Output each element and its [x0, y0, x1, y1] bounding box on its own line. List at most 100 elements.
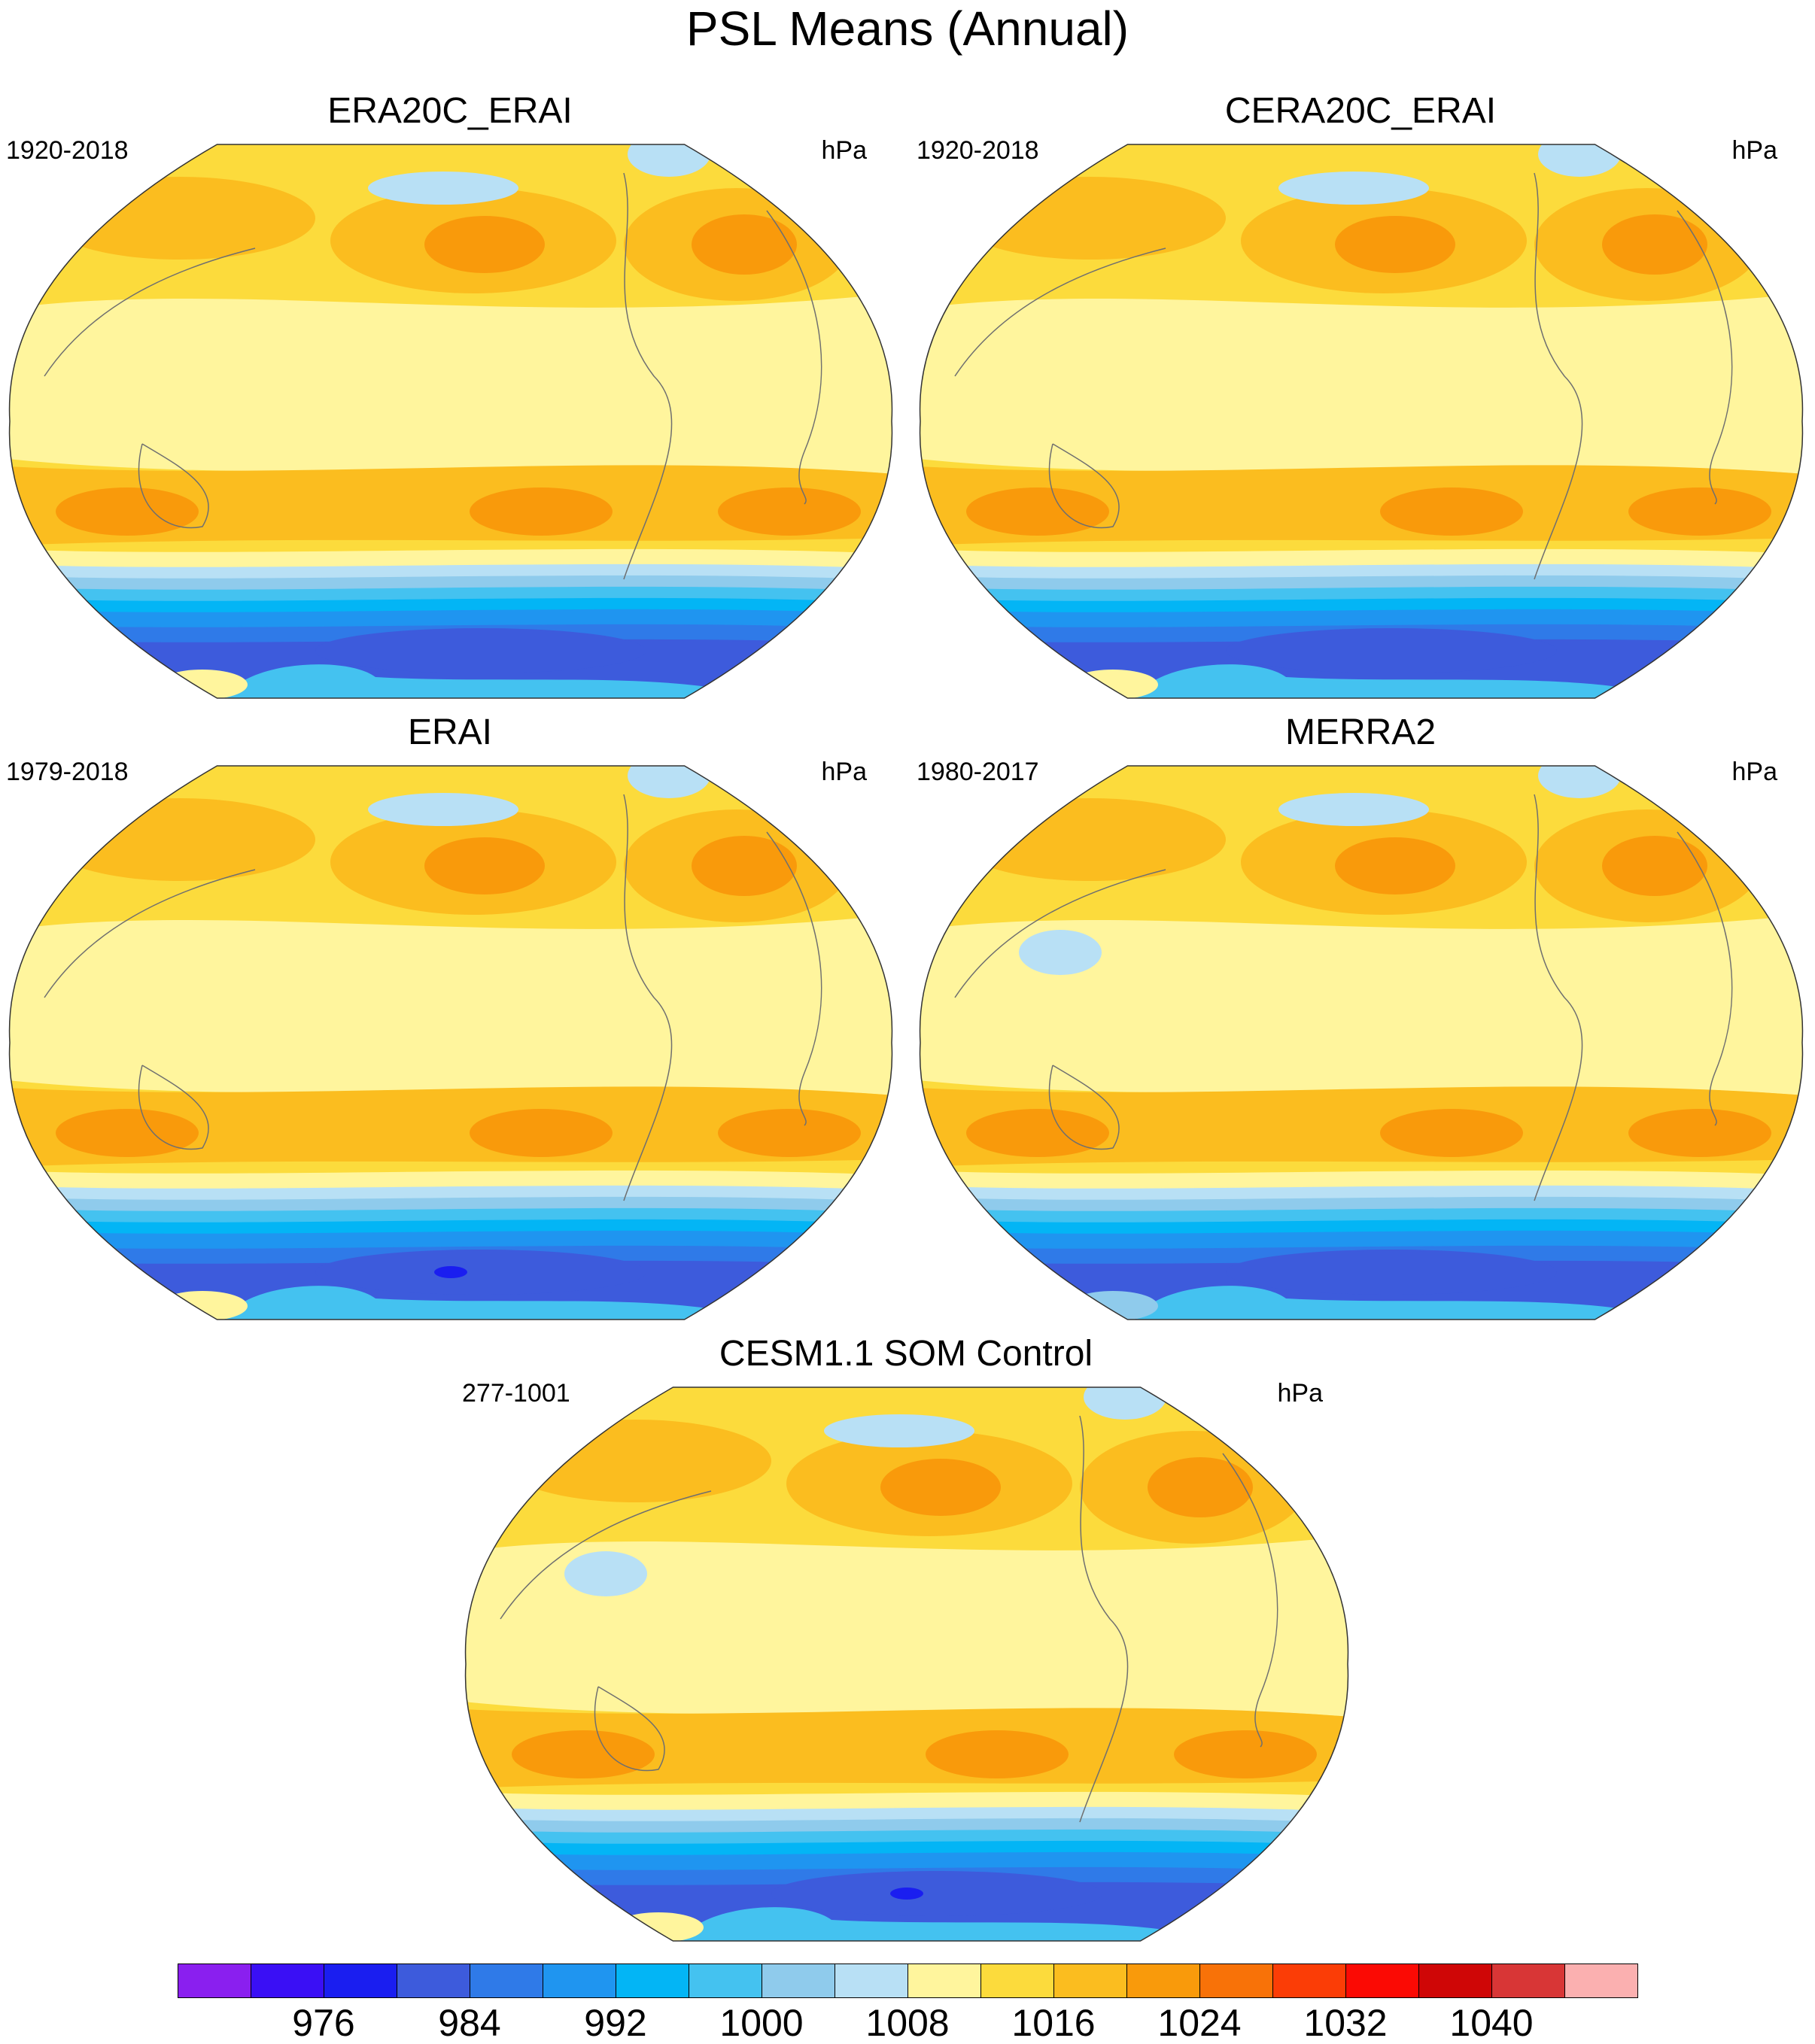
- psl-band-1024: [718, 487, 861, 536]
- psl-band-1024: [966, 487, 1109, 536]
- psl-band-1012: [9, 293, 892, 474]
- colorbar-swatch: [1272, 1964, 1346, 1998]
- colorbar-swatch: [616, 1964, 689, 1998]
- psl-band-1024: [966, 1109, 1109, 1157]
- psl-contour-map: [919, 144, 1804, 699]
- map-panel-cera20c-erai: CERA20C_ERAI 1920-2018 hPa: [917, 90, 1804, 707]
- psl-band-1024: [470, 1109, 613, 1157]
- psl-band-1008: [824, 1414, 974, 1447]
- psl-band-1020: [955, 177, 1226, 260]
- panel-units: hPa: [1731, 136, 1778, 165]
- map-border: [464, 1386, 1349, 1942]
- colorbar-swatch: [1564, 1964, 1638, 1998]
- psl-band-1024: [1335, 837, 1455, 894]
- colorbar-tick-label: 976: [292, 2002, 355, 2044]
- coastlines: [954, 794, 1733, 1201]
- psl-band-1000: [681, 1907, 1223, 1941]
- panel-title: CERA20C_ERAI: [1224, 91, 1497, 131]
- psl-band-1020: [955, 798, 1226, 881]
- psl-antarctic-high: [157, 670, 248, 698]
- psl-band-1020: [9, 1086, 892, 1167]
- psl-band-1024: [470, 487, 613, 536]
- panel-title: MERRA2: [1284, 712, 1436, 752]
- psl-band-1024: [1628, 1109, 1771, 1157]
- colorbar-swatch: [980, 1964, 1054, 1998]
- psl-map: [464, 1386, 1350, 1942]
- colorbar-swatch: [1491, 1964, 1565, 1998]
- psl-contour-map: [8, 144, 893, 699]
- colorbar-swatch: [1199, 1964, 1273, 1998]
- coastlines: [44, 172, 822, 580]
- psl-band-1008: [368, 793, 518, 826]
- psl-band-1024: [1602, 836, 1707, 896]
- colorbar-swatch: [397, 1964, 470, 1998]
- psl-band-1000: [1136, 664, 1677, 698]
- psl-map: [8, 764, 894, 1321]
- panel-title: ERA20C_ERAI: [327, 91, 573, 131]
- psl-band-1000: [225, 1286, 767, 1320]
- psl-band-1024: [1335, 216, 1455, 273]
- colorbar-tick-label: 984: [438, 2002, 501, 2044]
- figure-title: PSL Means (Annual): [686, 2, 1129, 56]
- colorbar-swatch: [1053, 1964, 1127, 1998]
- colorbar-swatch: [543, 1964, 616, 1998]
- psl-band-1008: [1538, 766, 1621, 798]
- psl-band-1008: [1278, 793, 1429, 826]
- psl-band-1000: [1136, 1286, 1677, 1320]
- psl-contour-map: [919, 765, 1804, 1320]
- map-border: [8, 144, 893, 699]
- colorbar: [178, 1964, 1638, 2000]
- psl-band-984: [315, 628, 646, 673]
- psl-band-1012: [920, 915, 1803, 1095]
- colorbar-swatch: [251, 1964, 324, 1998]
- colorbar-tick-label: 1008: [865, 2002, 950, 2044]
- psl-band-1024: [1380, 1109, 1523, 1157]
- psl-band-1020: [920, 465, 1803, 545]
- map-panel-cesm-som-control: CESM1.1 SOM Control 277-1001 hPa: [462, 1333, 1350, 1950]
- psl-contour-map: [464, 1386, 1349, 1942]
- colorbar-tick-label: 1016: [1011, 2002, 1096, 2044]
- psl-band-1024: [692, 836, 797, 896]
- colorbar-swatch: [324, 1964, 397, 1998]
- psl-band-1024: [1148, 1457, 1253, 1517]
- colorbar-tick-label: 1040: [1449, 2002, 1534, 2044]
- psl-band-984: [1226, 628, 1557, 673]
- psl-band-1000: [225, 664, 767, 698]
- psl-band-1024: [56, 1109, 199, 1157]
- psl-band-1024: [424, 837, 545, 894]
- panel-period: 1980-2017: [917, 758, 1039, 786]
- psl-band-1024: [718, 1109, 861, 1157]
- psl-band-1024: [1380, 487, 1523, 536]
- map-border: [919, 765, 1804, 1320]
- panel-units: hPa: [1731, 758, 1778, 786]
- colorbar-tick-label: 1000: [719, 2002, 804, 2044]
- coastlines: [500, 1415, 1278, 1823]
- map-panel-merra2: MERRA2 1980-2017 hPa: [917, 712, 1804, 1329]
- panel-period: 277-1001: [462, 1379, 570, 1408]
- psl-band-1020: [44, 177, 315, 260]
- colorbar-swatch: [1418, 1964, 1492, 1998]
- map-border: [919, 144, 1804, 699]
- panel-period: 1920-2018: [6, 136, 129, 165]
- psl-band-1020: [465, 1708, 1348, 1788]
- colorbar-swatch: [908, 1964, 981, 1998]
- map-border: [8, 765, 893, 1320]
- map-panel-erai: ERAI 1979-2018 hPa: [6, 712, 894, 1329]
- panel-title: CESM1.1 SOM Control: [719, 1334, 1093, 1374]
- psl-band-1008: [1538, 144, 1621, 177]
- colorbar-swatch: [1126, 1964, 1200, 1998]
- psl-band-980: [434, 1266, 467, 1278]
- psl-band-1024: [424, 216, 545, 273]
- psl-band-1020: [44, 798, 315, 881]
- psl-band-1020: [9, 465, 892, 545]
- psl-band-1008: [368, 172, 518, 205]
- colorbar-tick-label: 992: [584, 2002, 647, 2044]
- psl-map: [918, 143, 1804, 700]
- psl-contour-map: [8, 765, 893, 1320]
- psl-band-1024: [56, 487, 199, 536]
- psl-band-1024: [512, 1730, 655, 1778]
- coastlines: [954, 172, 1733, 580]
- psl-band-1024: [1602, 214, 1707, 275]
- psl-band-1008: [628, 144, 710, 177]
- colorbar-swatch: [1345, 1964, 1419, 1998]
